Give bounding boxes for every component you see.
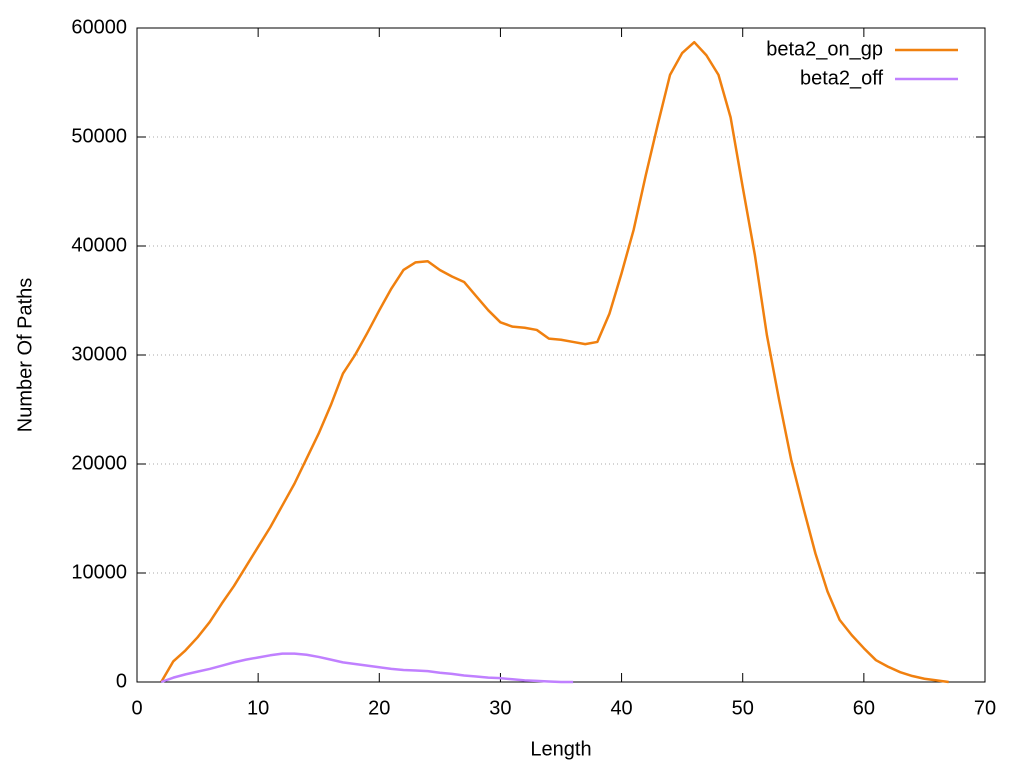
- x-tick-label: 70: [974, 697, 996, 719]
- x-tick-label: 0: [131, 697, 142, 719]
- x-tick-label: 50: [732, 697, 754, 719]
- line-series: [160, 40, 949, 684]
- x-tick-label: 30: [489, 697, 511, 719]
- x-tick-label: 40: [610, 697, 632, 719]
- x-tick-label: 10: [247, 697, 269, 719]
- line-series: [160, 652, 574, 684]
- x-tick-label: 20: [368, 697, 390, 719]
- y-tick-label: 30000: [71, 343, 127, 365]
- y-tick-label: 50000: [71, 125, 127, 147]
- x-axis-label: Length: [530, 738, 591, 760]
- y-tick-label: 20000: [71, 452, 127, 474]
- y-tick-label: 60000: [71, 16, 127, 38]
- y-axis-label: Number Of Paths: [14, 278, 36, 433]
- y-tick-label: 10000: [71, 561, 127, 583]
- legend-label: beta2_off: [800, 67, 883, 89]
- y-tick-label: 0: [116, 670, 127, 692]
- legend-label: beta2_on_gp: [766, 38, 883, 60]
- x-tick-label: 60: [853, 697, 875, 719]
- y-tick-label: 40000: [71, 234, 127, 256]
